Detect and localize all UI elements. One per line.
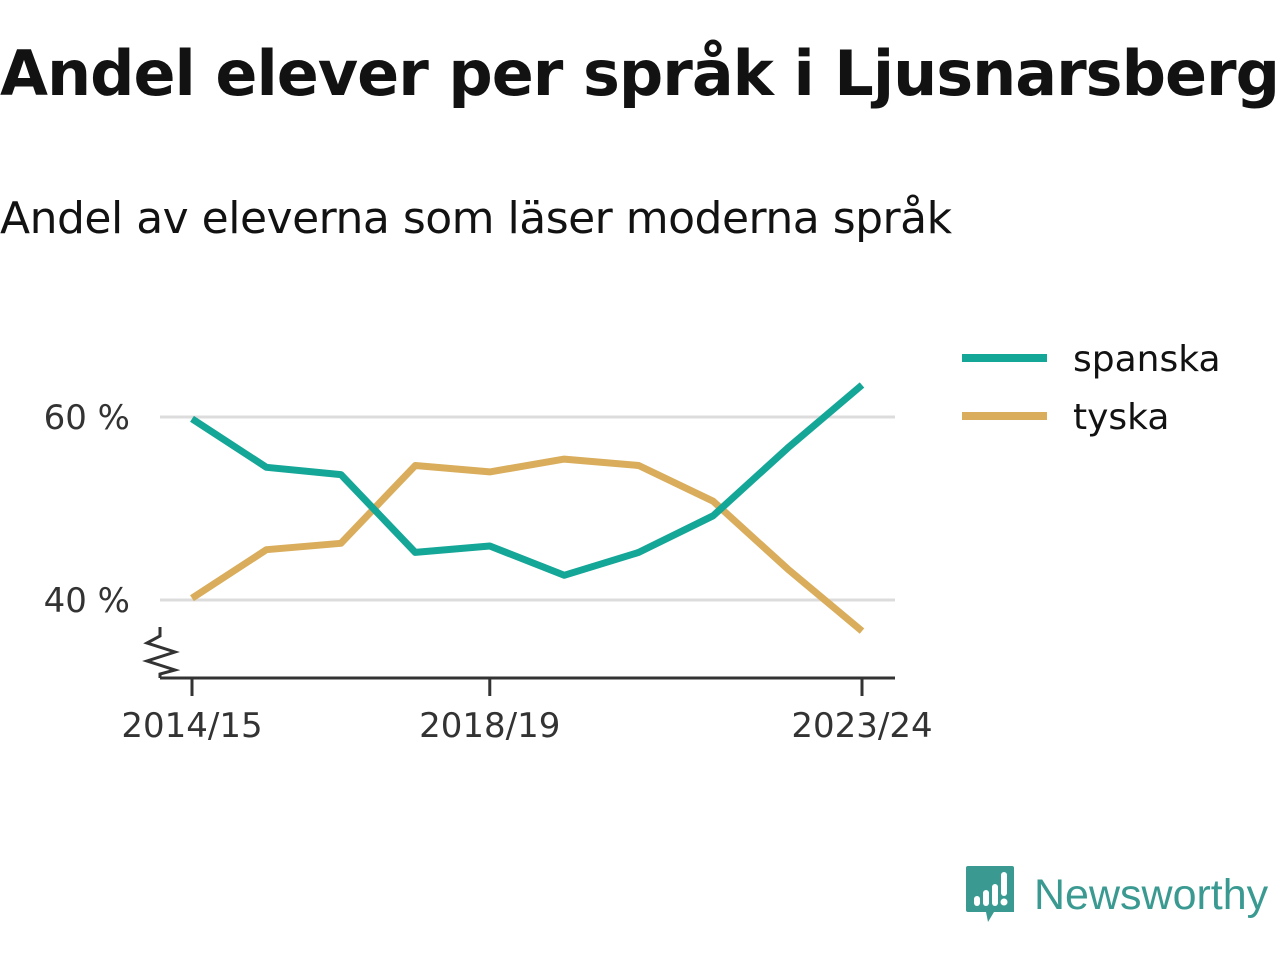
y-tick-label: 60 % [44,398,130,438]
chart-subtitle: Andel av eleverna som läser moderna språ… [0,193,952,244]
axes: 40 % 60 % 2014/15 2018/19 2023/24 [44,398,933,746]
brand-name: Newsworthy [1034,870,1269,919]
x-tick-label: 2018/19 [419,706,560,746]
y-axis-break [142,627,181,678]
x-tick-label: 2014/15 [121,706,262,746]
legend: spanska tyska [962,339,1221,438]
series-line-spanska [190,382,865,579]
chart-title: Andel elever per språk i Ljusnarsberg [0,37,1280,110]
x-tick-label: 2023/24 [791,706,932,746]
series-lines [190,382,865,634]
legend-label-spanska: spanska [1073,339,1221,380]
series-line-tyska [190,455,865,634]
gridlines [160,415,895,602]
legend-label-tyska: tyska [1073,397,1169,438]
newsworthy-logo-icon [966,866,1014,922]
brand-logo: Newsworthy [964,862,1268,928]
y-tick-label: 40 % [44,581,130,621]
